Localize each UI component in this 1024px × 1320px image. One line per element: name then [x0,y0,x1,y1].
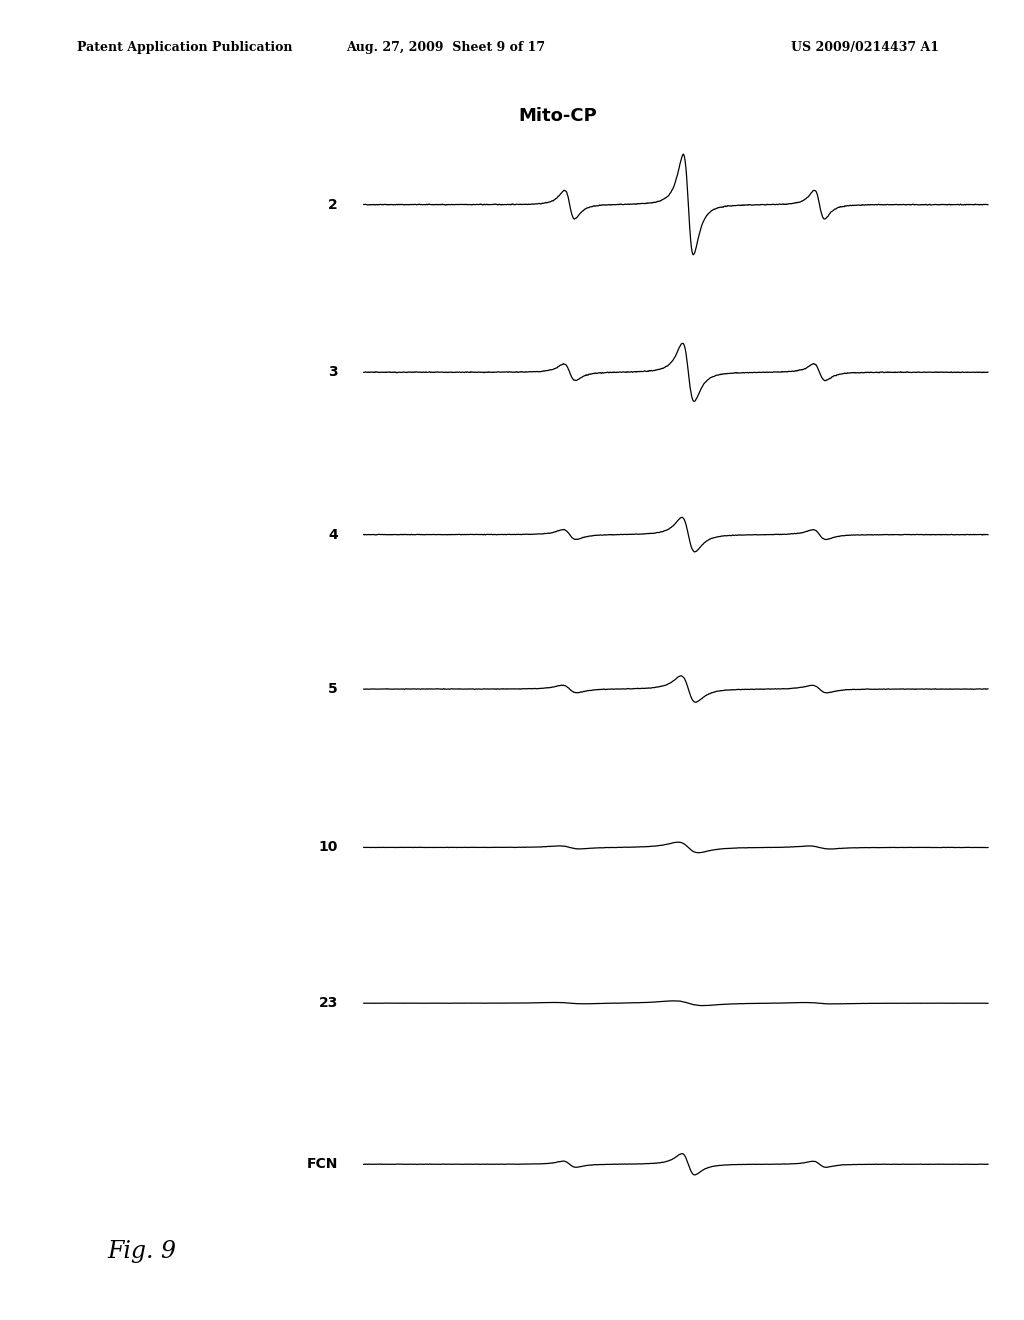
Text: 4: 4 [328,528,338,541]
Text: Fig. 9: Fig. 9 [108,1239,176,1263]
Text: 5: 5 [328,682,338,696]
Text: FCN: FCN [306,1158,338,1171]
Text: 2: 2 [328,198,338,211]
Text: US 2009/0214437 A1: US 2009/0214437 A1 [792,41,939,54]
Text: 10: 10 [318,841,338,854]
Text: Mito-CP: Mito-CP [519,107,597,125]
Text: Patent Application Publication: Patent Application Publication [77,41,292,54]
Text: Aug. 27, 2009  Sheet 9 of 17: Aug. 27, 2009 Sheet 9 of 17 [346,41,545,54]
Text: 3: 3 [329,366,338,379]
Text: 23: 23 [318,997,338,1010]
